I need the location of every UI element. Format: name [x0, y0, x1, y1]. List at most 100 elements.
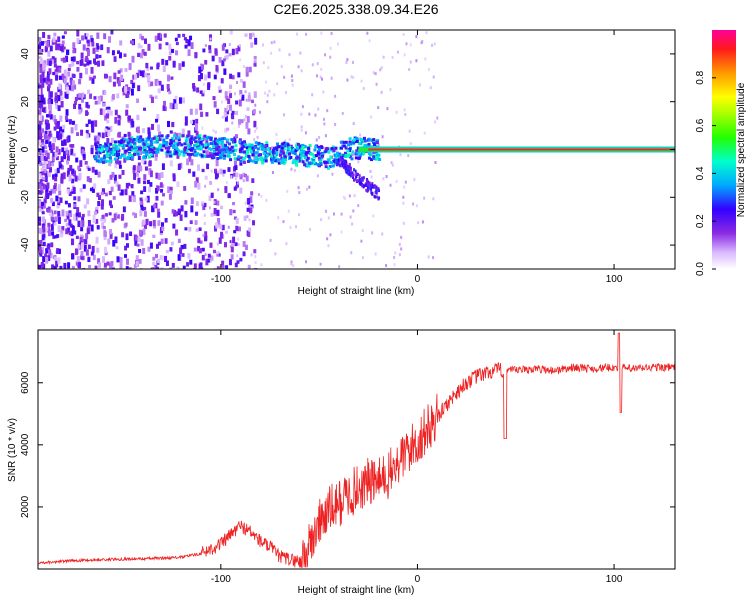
heatmap-cell — [102, 144, 106, 148]
heatmap-cell — [223, 68, 227, 75]
heatmap-cell — [66, 49, 70, 56]
heatmap-cell — [41, 146, 45, 153]
heatmap-cell — [60, 177, 64, 184]
heatmap-cell — [127, 147, 131, 151]
heatmap-cell — [353, 138, 357, 142]
heatmap-cell — [38, 49, 42, 55]
heatmap-cell — [82, 157, 86, 161]
heatmap-cell — [277, 145, 281, 149]
heatmap-cell — [432, 75, 435, 79]
heatmap-cell — [436, 116, 439, 120]
heatmap-cell — [41, 71, 45, 78]
heatmap-cell — [53, 265, 57, 269]
heatmap-cell — [253, 63, 257, 67]
heatmap-cell — [203, 139, 206, 143]
heatmap-cell — [113, 56, 117, 62]
heatmap-cell — [275, 144, 278, 148]
heatmap-cell — [74, 123, 78, 131]
heatmap-cell — [117, 119, 121, 126]
heatmap-cell — [323, 122, 326, 126]
heatmap-cell — [85, 134, 89, 139]
heatmap-cell — [106, 138, 110, 145]
heatmap-cell — [225, 181, 228, 185]
heatmap-cell — [247, 128, 251, 135]
heatmap-cell — [58, 83, 62, 90]
heatmap-cell — [110, 261, 114, 267]
heatmap-cell — [194, 181, 198, 188]
heatmap-cell — [365, 177, 368, 181]
heatmap-cell — [254, 129, 257, 133]
heatmap-cell — [172, 175, 176, 182]
heatmap-cell — [297, 146, 301, 150]
heatmap-cell — [300, 112, 303, 116]
heatmap-cell — [229, 73, 233, 79]
heatmap-cell — [226, 149, 230, 153]
heatmap-cell — [213, 149, 217, 153]
heatmap-cell — [98, 160, 102, 164]
heatmap-cell — [341, 164, 344, 168]
heatmap-cell — [250, 143, 254, 147]
heatmap-cell — [86, 165, 90, 170]
heatmap-cell — [252, 32, 255, 36]
heatmap-cell — [204, 175, 208, 180]
heatmap-cell — [125, 138, 129, 142]
heatmap-cell — [87, 219, 91, 227]
heatmap-cell — [190, 159, 194, 166]
heatmap-cell — [133, 142, 137, 146]
heatmap-cell — [57, 86, 61, 93]
heatmap-cell — [38, 139, 42, 146]
heatmap-cell — [41, 209, 45, 213]
heatmap-cell — [248, 143, 252, 147]
heatmap-cell — [113, 157, 117, 161]
heatmap-cell — [166, 150, 170, 154]
heatmap-cell — [49, 78, 53, 85]
snr-background — [38, 330, 675, 569]
heatmap-cell — [187, 130, 191, 137]
heatmap-cell — [279, 149, 283, 153]
heatmap-cell — [96, 247, 100, 253]
heatmap-cell — [53, 222, 57, 226]
heatmap-cell — [176, 266, 180, 269]
heatmap-cell — [119, 40, 123, 46]
heatmap-cell — [46, 192, 50, 199]
heatmap-cell — [87, 167, 91, 171]
heatmap-cell — [204, 59, 208, 65]
heatmap-cell — [171, 262, 175, 268]
heatmap-cell — [327, 216, 330, 220]
heatmap-cell — [147, 131, 151, 138]
heatmap-cell — [174, 150, 178, 154]
heatmap-cell — [112, 196, 116, 200]
heatmap-cell — [51, 156, 55, 163]
heatmap-cell — [223, 154, 227, 158]
heatmap-cell — [40, 182, 44, 189]
heatmap-cell — [353, 168, 356, 172]
heatmap-cell — [157, 241, 161, 246]
heatmap-cell — [367, 142, 371, 146]
heatmap-cell — [80, 129, 84, 136]
heatmap-cell — [157, 211, 161, 218]
heatmap-cell — [38, 148, 42, 152]
heatmap-cell — [157, 258, 161, 264]
heatmap-cell — [322, 117, 325, 121]
heatmap-cell — [395, 110, 398, 114]
heatmap-cell — [82, 154, 86, 158]
heatmap-cell — [41, 247, 45, 255]
heatmap-cell — [321, 154, 325, 158]
heatmap-cell — [167, 120, 171, 128]
heatmap-cell — [60, 165, 64, 170]
heatmap-cell — [66, 215, 70, 220]
heatmap-cell — [130, 148, 134, 152]
heatmap-cell — [330, 76, 333, 80]
heatmap-cell — [60, 57, 64, 62]
heatmap-cell — [141, 70, 145, 78]
heatmap-cell — [91, 186, 95, 193]
heatmap-cell — [183, 142, 187, 146]
heatmap-cell — [208, 45, 212, 50]
snr-y-tick-label: 6000 — [20, 371, 31, 394]
heatmap-cell — [131, 55, 135, 63]
heatmap-cell — [400, 235, 403, 239]
heatmap-cell — [248, 66, 252, 73]
heatmap-cell — [55, 71, 59, 79]
heatmap-cell — [389, 88, 392, 92]
heatmap-cell — [264, 159, 268, 163]
